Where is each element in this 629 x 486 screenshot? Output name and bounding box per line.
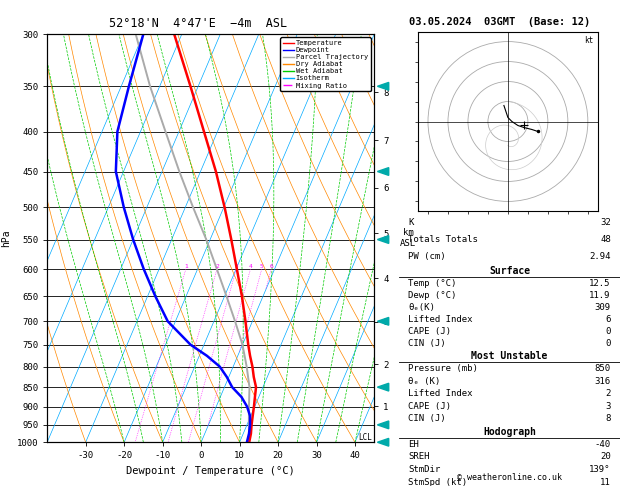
Text: 309: 309 [594, 303, 611, 312]
Text: Lifted Index: Lifted Index [408, 389, 473, 399]
Text: 0: 0 [605, 327, 611, 336]
Text: CIN (J): CIN (J) [408, 415, 446, 423]
Text: CIN (J): CIN (J) [408, 339, 446, 348]
Text: © weatheronline.co.uk: © weatheronline.co.uk [457, 473, 562, 482]
Text: Surface: Surface [489, 266, 530, 276]
Y-axis label: hPa: hPa [1, 229, 11, 247]
Text: LCL: LCL [359, 433, 372, 442]
Text: CAPE (J): CAPE (J) [408, 327, 451, 336]
Text: 3: 3 [235, 264, 238, 269]
Text: Pressure (mb): Pressure (mb) [408, 364, 478, 373]
Text: 850: 850 [594, 364, 611, 373]
Text: 8: 8 [605, 415, 611, 423]
Text: Temp (°C): Temp (°C) [408, 278, 457, 288]
Text: PW (cm): PW (cm) [408, 252, 446, 261]
Text: 6: 6 [605, 315, 611, 324]
Text: 5: 5 [260, 264, 264, 269]
Text: 3: 3 [605, 402, 611, 411]
Text: Most Unstable: Most Unstable [471, 351, 548, 361]
Text: 4: 4 [248, 264, 252, 269]
Text: EH: EH [408, 440, 419, 449]
Text: Lifted Index: Lifted Index [408, 315, 473, 324]
Text: SREH: SREH [408, 452, 430, 461]
Text: Hodograph: Hodograph [483, 427, 536, 436]
Text: 2: 2 [605, 389, 611, 399]
Text: 6: 6 [269, 264, 273, 269]
Text: 32: 32 [600, 218, 611, 227]
Text: 0: 0 [605, 339, 611, 348]
X-axis label: Dewpoint / Temperature (°C): Dewpoint / Temperature (°C) [126, 466, 295, 476]
Text: θₑ(K): θₑ(K) [408, 303, 435, 312]
Text: -40: -40 [594, 440, 611, 449]
Text: Totals Totals: Totals Totals [408, 235, 478, 244]
Text: 139°: 139° [589, 465, 611, 474]
Text: 2: 2 [215, 264, 219, 269]
Text: 316: 316 [594, 377, 611, 386]
Text: Dewp (°C): Dewp (°C) [408, 291, 457, 300]
Text: 1: 1 [184, 264, 187, 269]
Text: 52°18'N  4°47'E  −4m  ASL: 52°18'N 4°47'E −4m ASL [109, 17, 287, 30]
Text: 03.05.2024  03GMT  (Base: 12): 03.05.2024 03GMT (Base: 12) [409, 17, 591, 27]
Text: 48: 48 [600, 235, 611, 244]
Text: CAPE (J): CAPE (J) [408, 402, 451, 411]
Text: K: K [408, 218, 414, 227]
Text: 11: 11 [600, 478, 611, 486]
Text: StmDir: StmDir [408, 465, 440, 474]
Text: 12.5: 12.5 [589, 278, 611, 288]
Y-axis label: km
ASL: km ASL [400, 228, 416, 248]
Text: kt: kt [584, 35, 594, 45]
Text: 11.9: 11.9 [589, 291, 611, 300]
Text: StmSpd (kt): StmSpd (kt) [408, 478, 467, 486]
Text: 2.94: 2.94 [589, 252, 611, 261]
Text: θₑ (K): θₑ (K) [408, 377, 440, 386]
Legend: Temperature, Dewpoint, Parcel Trajectory, Dry Adiabat, Wet Adiabat, Isotherm, Mi: Temperature, Dewpoint, Parcel Trajectory… [281, 37, 370, 91]
Text: 20: 20 [600, 452, 611, 461]
